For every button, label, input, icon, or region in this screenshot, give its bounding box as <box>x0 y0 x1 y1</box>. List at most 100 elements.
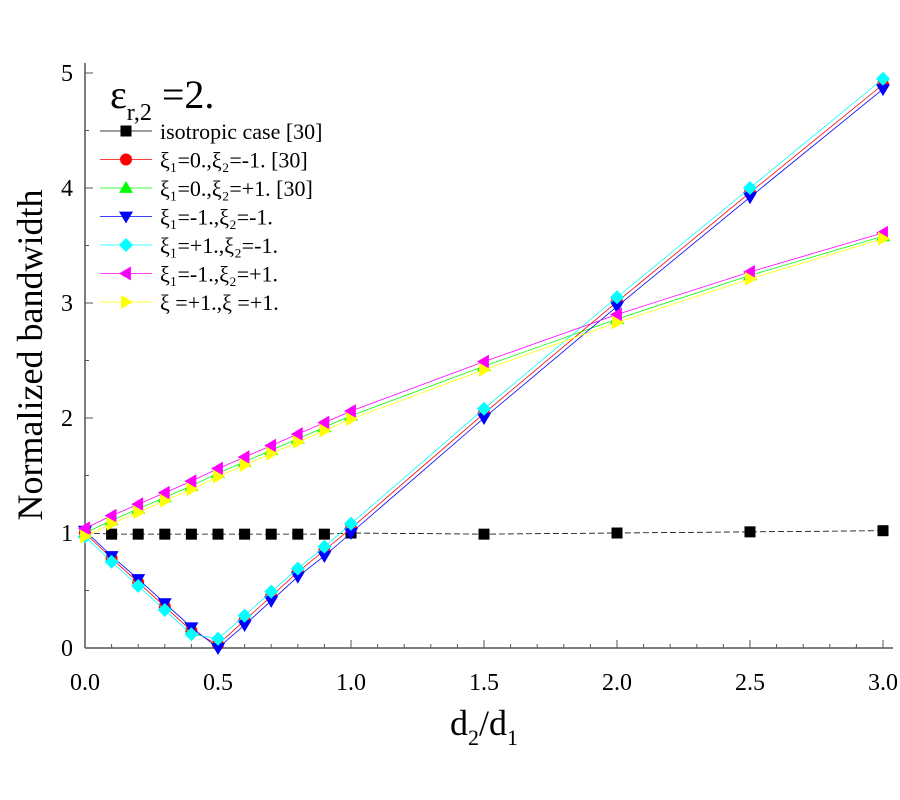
data-point-diamond <box>211 631 225 646</box>
data-point-diamond <box>344 516 358 531</box>
data-point-triangle-down <box>743 192 757 205</box>
data-point-triangle-left <box>184 474 197 489</box>
y-tick-label: 5 <box>61 61 73 87</box>
series-4 <box>78 71 890 646</box>
data-point-triangle-left <box>610 307 622 322</box>
data-point-diamond <box>876 71 890 86</box>
data-point-triangle-left <box>104 508 117 523</box>
annotation-epsilon: εr,2 =2. <box>110 72 214 126</box>
data-point-circle <box>120 153 132 166</box>
data-point-triangle-left <box>264 438 277 453</box>
data-point-triangle-left <box>157 485 170 500</box>
data-point-square <box>478 528 490 540</box>
x-tick-label: 1.5 <box>469 670 499 696</box>
x-tick-label: 2.0 <box>602 670 632 696</box>
data-point-square <box>239 528 251 540</box>
data-point-square <box>877 525 889 537</box>
y-tick-label: 0 <box>61 636 73 662</box>
y-tick-label: 2 <box>61 406 73 432</box>
data-point-diamond <box>317 539 332 554</box>
legend-label: ξ₁=0.,ξ₂=-1. [30] <box>160 148 308 173</box>
data-point-triangle-down <box>211 643 225 655</box>
data-point-triangle-right <box>80 529 92 544</box>
data-point-square <box>159 528 171 540</box>
data-point-triangle-down <box>264 595 279 608</box>
data-point-square <box>132 528 144 540</box>
data-point-diamond <box>290 561 305 576</box>
data-point-diamond <box>119 238 133 252</box>
x-tick-label: 1.0 <box>336 670 366 696</box>
data-point-square <box>744 526 756 538</box>
legend: isotropic case [30] ξ₁=0.,ξ₂=-1. [30] ξ₁=0… <box>100 119 323 315</box>
data-point-square <box>265 528 277 540</box>
legend-label: ξ₁=-1.,ξ₂=-1. <box>160 205 273 230</box>
data-point-triangle-left <box>78 521 90 536</box>
series-group <box>78 71 890 655</box>
data-point-triangle-down <box>477 413 491 425</box>
data-point-triangle-right <box>292 435 305 450</box>
legend-item: ξ₁=+1.,ξ₂=-1. <box>100 233 278 258</box>
data-point-triangle-down <box>237 620 252 632</box>
data-point-triangle-right <box>121 295 133 309</box>
data-point-triangle-left <box>290 427 303 442</box>
axes: 0.0 0.5 1.0 1.5 2.0 2.5 3.0 0 1 2 3 4 5 <box>61 61 898 696</box>
data-point-diamond <box>610 290 624 305</box>
data-point-triangle-left <box>743 264 755 279</box>
legend-label: ξ =+1.,ξ =+1. <box>160 290 279 315</box>
data-point-triangle-down <box>290 571 305 584</box>
data-point-triangle-up <box>119 181 133 193</box>
legend-item: ξ =+1.,ξ =+1. <box>100 290 279 315</box>
y-tick-label: 1 <box>61 521 73 547</box>
data-point-square <box>611 527 623 539</box>
data-point-triangle-right <box>346 412 358 427</box>
x-tick-label: 2.5 <box>735 670 765 696</box>
legend-label: isotropic case [30] <box>160 119 323 144</box>
data-point-triangle-down <box>876 84 890 97</box>
data-point-diamond <box>157 603 172 618</box>
data-point-square <box>185 528 197 540</box>
legend-item: ξ₁=0.,ξ₂=+1. [30] <box>100 176 313 201</box>
data-point-square <box>120 125 132 137</box>
data-point-triangle-left <box>477 354 489 369</box>
data-point-triangle-down <box>317 551 332 563</box>
series-0 <box>79 525 889 540</box>
legend-label: ξ₁=0.,ξ₂=+1. [30] <box>160 176 313 201</box>
data-point-triangle-right <box>612 315 624 330</box>
x-tick-label: 0.5 <box>203 670 233 696</box>
data-point-diamond <box>477 401 491 416</box>
x-axis-label: d2/d1 <box>450 703 518 750</box>
data-point-triangle-right <box>239 458 252 473</box>
data-point-diamond <box>104 554 119 569</box>
data-point-triangle-right <box>266 446 279 461</box>
data-point-triangle-right <box>159 493 172 508</box>
data-point-triangle-left <box>119 266 131 281</box>
y-axis-label: Normalized bandwidth <box>10 190 50 521</box>
legend-item: ξ₁=-1.,ξ₂=-1. <box>100 205 273 230</box>
data-point-diamond <box>264 584 279 599</box>
data-point-triangle-left <box>237 450 250 465</box>
y-tick-label: 3 <box>61 291 73 317</box>
legend-item: ξ₁=-1.,ξ₂=+1. <box>100 262 278 287</box>
data-point-triangle-right <box>479 362 491 377</box>
data-point-triangle-down <box>344 528 358 540</box>
data-point-square <box>212 528 224 540</box>
data-point-triangle-right <box>878 231 890 246</box>
data-point-triangle-down <box>610 301 624 314</box>
x-tick-label: 0.0 <box>70 670 100 696</box>
data-point-triangle-left <box>344 404 356 419</box>
data-point-triangle-right <box>319 423 332 438</box>
y-tick-label: 4 <box>61 176 73 202</box>
data-point-triangle-down <box>119 211 133 224</box>
data-point-triangle-right <box>133 505 146 520</box>
data-point-square <box>318 528 330 540</box>
data-point-diamond <box>237 608 252 623</box>
data-point-triangle-right <box>745 271 757 286</box>
data-point-triangle-left <box>131 497 144 512</box>
series-line <box>84 530 884 535</box>
data-point-triangle-right <box>106 516 119 531</box>
series-6 <box>80 231 890 544</box>
data-point-triangle-left <box>317 415 330 430</box>
legend-label: ξ₁=+1.,ξ₂=-1. <box>160 233 278 258</box>
